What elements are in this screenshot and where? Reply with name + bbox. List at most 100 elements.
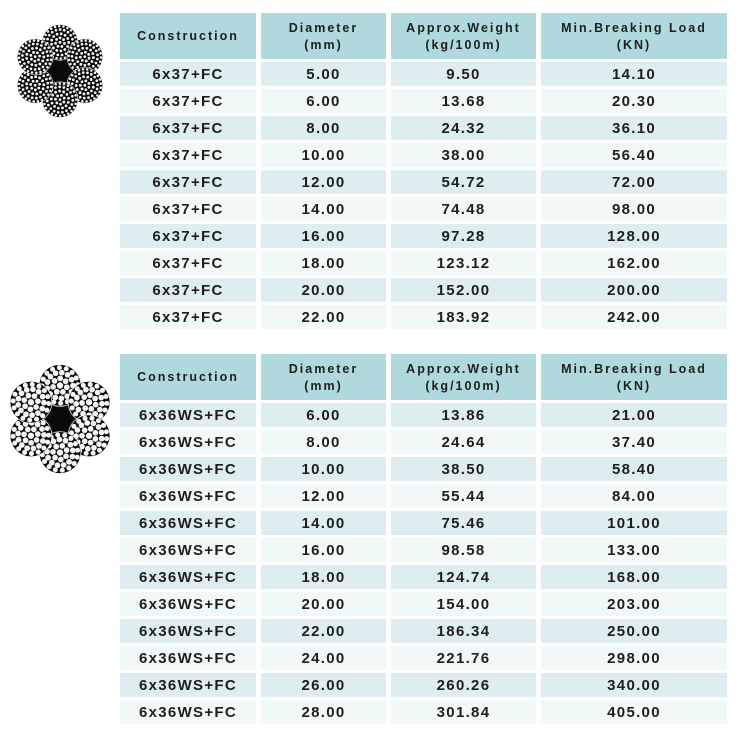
table-cell: 56.40	[541, 143, 727, 167]
table-row: 6x36WS+FC 20.00 154.00 203.00	[120, 592, 727, 616]
wire-rope-6x36ws-cross-section-image	[5, 362, 115, 476]
table-cell: 38.50	[391, 457, 536, 481]
spec-table-6x36ws-container: Construction Diameter (mm) Approx.Weight (kg…	[115, 351, 732, 727]
table-row: 6x36WS+FC 6.00 13.86 21.00	[120, 403, 727, 427]
table-cell: 12.00	[261, 170, 386, 194]
table-cell: 124.74	[391, 565, 536, 589]
table-row: 6x36WS+FC 10.00 38.50 58.40	[120, 457, 727, 481]
table-cell: 98.00	[541, 197, 727, 221]
table-cell: 10.00	[261, 143, 386, 167]
wire-rope-6x36ws-icon	[9, 364, 111, 474]
table-cell: 21.00	[541, 403, 727, 427]
header-row: Construction Diameter (mm) Approx.Weight (kg…	[120, 13, 727, 59]
table-cell: 123.12	[391, 251, 536, 275]
table-row: 6x36WS+FC 12.00 55.44 84.00	[120, 484, 727, 508]
table-cell: 6x37+FC	[120, 143, 256, 167]
table-cell: 6x36WS+FC	[120, 430, 256, 454]
table-cell: 13.68	[391, 89, 536, 113]
table-cell: 22.00	[261, 305, 386, 329]
table-cell: 6x36WS+FC	[120, 619, 256, 643]
column-header: Approx.Weight (kg/100m)	[391, 13, 536, 59]
table-cell: 6x37+FC	[120, 224, 256, 248]
table-cell: 6x36WS+FC	[120, 484, 256, 508]
table-cell: 6x37+FC	[120, 116, 256, 140]
table-cell: 6x36WS+FC	[120, 592, 256, 616]
table-cell: 6x36WS+FC	[120, 457, 256, 481]
column-header: Approx.Weight (kg/100m)	[391, 354, 536, 400]
column-header: Min.Breaking Load (KN)	[541, 13, 727, 59]
table-row: 6x37+FC 18.00 123.12 162.00	[120, 251, 727, 275]
table-cell: 8.00	[261, 430, 386, 454]
table-cell: 242.00	[541, 305, 727, 329]
table-cell: 101.00	[541, 511, 727, 535]
table-cell: 6x36WS+FC	[120, 538, 256, 562]
table-cell: 168.00	[541, 565, 727, 589]
column-header: Diameter (mm)	[261, 13, 386, 59]
table-cell: 28.00	[261, 700, 386, 724]
table-row: 6x37+FC 22.00 183.92 242.00	[120, 305, 727, 329]
table-row: 6x37+FC 12.00 54.72 72.00	[120, 170, 727, 194]
wire-rope-6x37-icon	[17, 24, 103, 118]
table-cell: 162.00	[541, 251, 727, 275]
table-row: 6x37+FC 16.00 97.28 128.00	[120, 224, 727, 248]
column-header: Diameter (mm)	[261, 354, 386, 400]
table-cell: 133.00	[541, 538, 727, 562]
table-cell: 301.84	[391, 700, 536, 724]
column-header: Construction	[120, 354, 256, 400]
spec-table-6x36ws: Construction Diameter (mm) Approx.Weight (kg…	[115, 351, 732, 727]
table-cell: 24.00	[261, 646, 386, 670]
table-cell: 75.46	[391, 511, 536, 535]
table-cell: 6x37+FC	[120, 170, 256, 194]
table-cell: 18.00	[261, 565, 386, 589]
table-row: 6x36WS+FC 24.00 221.76 298.00	[120, 646, 727, 670]
table-cell: 54.72	[391, 170, 536, 194]
spec-table-6x37: Construction Diameter (mm) Approx.Weight (kg…	[115, 10, 732, 332]
table-cell: 97.28	[391, 224, 536, 248]
table-cell: 20.00	[261, 592, 386, 616]
table-cell: 6x37+FC	[120, 305, 256, 329]
header-row: Construction Diameter (mm) Approx.Weight (kg…	[120, 354, 727, 400]
table-cell: 405.00	[541, 700, 727, 724]
table-cell: 6x36WS+FC	[120, 646, 256, 670]
table-cell: 6.00	[261, 403, 386, 427]
table-cell: 6x37+FC	[120, 278, 256, 302]
wire-rope-6x37-cross-section-image	[13, 22, 107, 120]
table-cell: 260.26	[391, 673, 536, 697]
table-row: 6x36WS+FC 26.00 260.26 340.00	[120, 673, 727, 697]
table-cell: 340.00	[541, 673, 727, 697]
table-cell: 20.30	[541, 89, 727, 113]
table-row: 6x37+FC 10.00 38.00 56.40	[120, 143, 727, 167]
table-cell: 6x37+FC	[120, 89, 256, 113]
table-cell: 58.40	[541, 457, 727, 481]
table-cell: 16.00	[261, 538, 386, 562]
table-cell: 183.92	[391, 305, 536, 329]
table-cell: 5.00	[261, 62, 386, 86]
table-cell: 24.64	[391, 430, 536, 454]
table-cell: 203.00	[541, 592, 727, 616]
table-cell: 98.58	[391, 538, 536, 562]
table-cell: 6x37+FC	[120, 62, 256, 86]
table-cell: 128.00	[541, 224, 727, 248]
table-cell: 152.00	[391, 278, 536, 302]
table-row: 6x37+FC 14.00 74.48 98.00	[120, 197, 727, 221]
table-cell: 221.76	[391, 646, 536, 670]
table-cell: 16.00	[261, 224, 386, 248]
table-cell: 24.32	[391, 116, 536, 140]
table-row: 6x36WS+FC 22.00 186.34 250.00	[120, 619, 727, 643]
table-row: 6x36WS+FC 16.00 98.58 133.00	[120, 538, 727, 562]
table-cell: 12.00	[261, 484, 386, 508]
table-row: 6x37+FC 8.00 24.32 36.10	[120, 116, 727, 140]
table-cell: 55.44	[391, 484, 536, 508]
table-cell: 6x36WS+FC	[120, 565, 256, 589]
table-cell: 6x36WS+FC	[120, 403, 256, 427]
table-cell: 14.10	[541, 62, 727, 86]
table-row: 6x36WS+FC 28.00 301.84 405.00	[120, 700, 727, 724]
table-cell: 6x36WS+FC	[120, 673, 256, 697]
table-cell: 10.00	[261, 457, 386, 481]
table-cell: 37.40	[541, 430, 727, 454]
spec-table-6x37-container: Construction Diameter (mm) Approx.Weight (kg…	[115, 10, 732, 332]
table-cell: 6.00	[261, 89, 386, 113]
table-row: 6x37+FC 20.00 152.00 200.00	[120, 278, 727, 302]
table-cell: 186.34	[391, 619, 536, 643]
